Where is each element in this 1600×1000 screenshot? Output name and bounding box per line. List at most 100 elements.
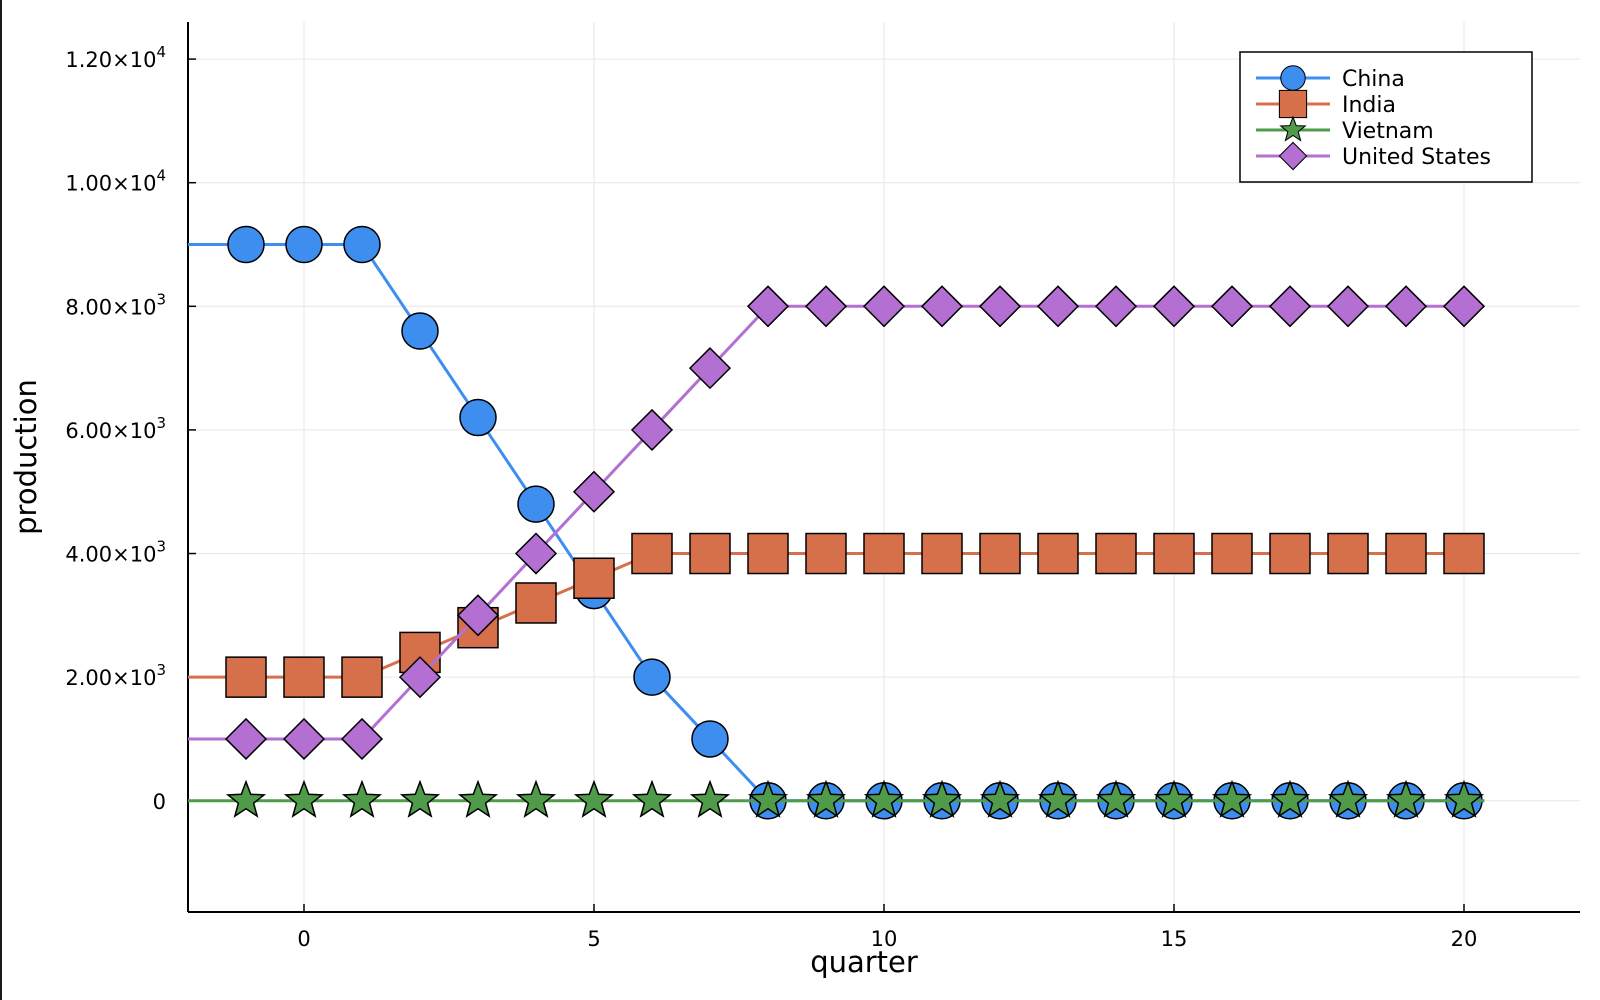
data-point-diamond [630,408,674,451]
data-point-diamond [398,656,442,699]
legend-marker-diamond [1278,141,1308,171]
data-point-diamond [572,470,616,513]
data-point-square [1443,532,1485,575]
data-point-circle [343,225,381,264]
data-point-circle [633,658,671,696]
data-point-star [863,779,905,818]
legend-entry: India [1256,89,1396,119]
legend-marker-star [1279,115,1307,142]
data-point-diamond [514,532,558,575]
data-point-diamond [1094,285,1138,328]
data-point-star [1037,779,1079,818]
x-axis-title: quarter [810,945,918,979]
data-point-star [225,779,267,818]
data-point-star [1269,779,1311,818]
data-point-diamond [1210,285,1254,328]
window-left-edge [0,0,2,1000]
legend-label: Vietnam [1342,119,1434,144]
data-series [188,225,1486,820]
data-point-square [1037,532,1079,575]
data-point-diamond [1384,285,1428,328]
data-point-star [341,779,383,818]
data-point-diamond [1152,285,1196,328]
series-india [188,532,1485,698]
y-tick-label: 1.00×104 [65,167,166,196]
data-point-star [921,779,963,818]
data-point-diamond [224,717,268,761]
data-point-diamond [804,285,848,328]
series-united-states [188,285,1486,761]
data-point-square [1327,532,1369,575]
data-point-square [341,656,383,698]
data-point-square [1269,532,1311,575]
data-point-square [979,532,1021,575]
legend-marker-circle [1280,65,1306,91]
data-point-diamond [688,347,732,390]
y-tick-label: 8.00×103 [65,290,166,319]
data-point-square [1095,532,1137,575]
y-tick-label: 1.20×104 [65,43,166,72]
data-point-diamond [282,717,326,761]
data-point-circle [459,398,497,437]
data-point-diamond [862,285,906,328]
data-point-square [573,557,615,599]
data-point-square [631,532,673,575]
legend-label: United States [1342,145,1491,170]
y-tick-label: 2.00×103 [65,661,166,690]
data-point-star [515,779,557,818]
y-axis-title: production [9,379,43,535]
data-point-star [457,779,499,818]
series-vietnam [188,779,1485,818]
x-tick-label: 5 [587,927,600,951]
data-point-star [1095,779,1137,818]
data-point-star [1211,779,1253,818]
legend-label: China [1342,67,1405,92]
data-point-square [747,532,789,575]
data-point-star [1153,779,1195,818]
data-point-square [1211,532,1253,575]
data-point-diamond [1326,285,1370,328]
x-tick-label: 20 [1451,927,1478,951]
data-point-circle [285,225,323,264]
data-point-square [921,532,963,575]
y-tick-label: 6.00×103 [65,414,166,443]
data-point-diamond [456,594,500,637]
data-point-circle [227,225,265,264]
legend-marker-square [1278,89,1308,119]
data-point-square [863,532,905,575]
data-point-circle [691,720,729,758]
y-tick-label: 0 [153,790,166,814]
data-point-diamond [746,285,790,328]
data-point-circle [401,312,439,350]
data-point-star [979,779,1021,818]
legend-label: India [1342,93,1396,118]
data-point-circle [517,485,555,523]
data-point-diamond [978,285,1022,328]
x-tick-label: 0 [297,927,310,951]
data-point-star [1327,779,1369,818]
data-point-star [689,779,731,818]
data-point-square [225,656,267,698]
tick-labels: 0 5 10 15 20 1.20×104 1.00×104 8.00×103 6.00×103… [65,43,1477,951]
x-tick-label: 10 [871,927,898,951]
data-point-star [399,779,441,818]
legend-entry: United States [1256,141,1491,171]
data-point-square [689,532,731,575]
legend-entry: China [1256,65,1405,92]
data-point-square [1385,532,1427,575]
y-tick-label: 4.00×103 [65,538,166,567]
data-point-square [283,656,325,698]
x-tick-label: 15 [1161,927,1188,951]
data-point-star [1443,779,1485,818]
data-point-diamond [1268,285,1312,328]
data-point-star [283,779,325,818]
data-point-star [805,779,847,818]
data-point-diamond [1442,285,1486,328]
data-point-square [805,532,847,575]
data-point-star [747,779,789,818]
legend-entry: Vietnam [1256,115,1434,144]
data-point-star [573,779,615,818]
data-point-star [631,779,673,818]
data-point-diamond [1036,285,1080,328]
